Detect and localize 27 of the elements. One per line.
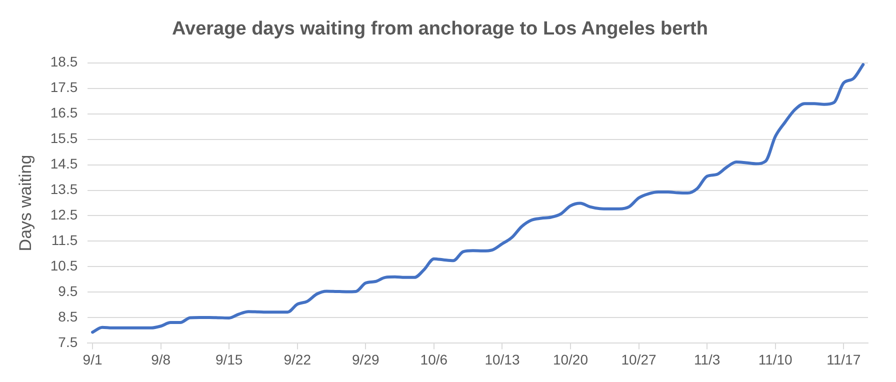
x-tick-label: 11/3 (694, 351, 720, 368)
y-axis-title: Days waiting (16, 154, 35, 252)
x-tick-label: 11/10 (758, 351, 793, 368)
y-tick-label: 10.5 (50, 258, 78, 274)
x-tick-label: 9/1 (82, 351, 102, 368)
x-tick-label: 10/13 (484, 351, 520, 368)
x-tick-label: 10/20 (552, 351, 588, 368)
x-tick-label: 9/29 (352, 351, 380, 368)
y-tick-label: 9.5 (58, 283, 78, 300)
x-tick-label: 10/6 (420, 351, 448, 368)
y-tick-label: 12.5 (50, 206, 78, 223)
chart-title: Average days waiting from anchorage to Los Angeles berth (172, 18, 708, 40)
y-tick-label: 16.5 (50, 104, 78, 121)
x-tick-label: 9/8 (151, 351, 171, 368)
y-tick-label: 14.5 (50, 156, 78, 172)
x-tick-label: 10/27 (621, 351, 656, 368)
y-tick-label: 15.5 (50, 130, 78, 146)
y-tick-label: 18.5 (50, 54, 78, 70)
y-tick-label: 17.5 (50, 79, 78, 96)
y-tick-label: 7.5 (58, 334, 78, 350)
x-tick-label: 11/17 (826, 351, 861, 368)
x-tick-label: 9/15 (215, 351, 243, 368)
line-series (91, 63, 865, 334)
x-tick-label: 9/22 (284, 351, 312, 368)
y-tick-label: 11.5 (51, 232, 78, 248)
y-tick-label: 13.5 (50, 181, 78, 198)
y-tick-label: 8.5 (58, 308, 78, 325)
